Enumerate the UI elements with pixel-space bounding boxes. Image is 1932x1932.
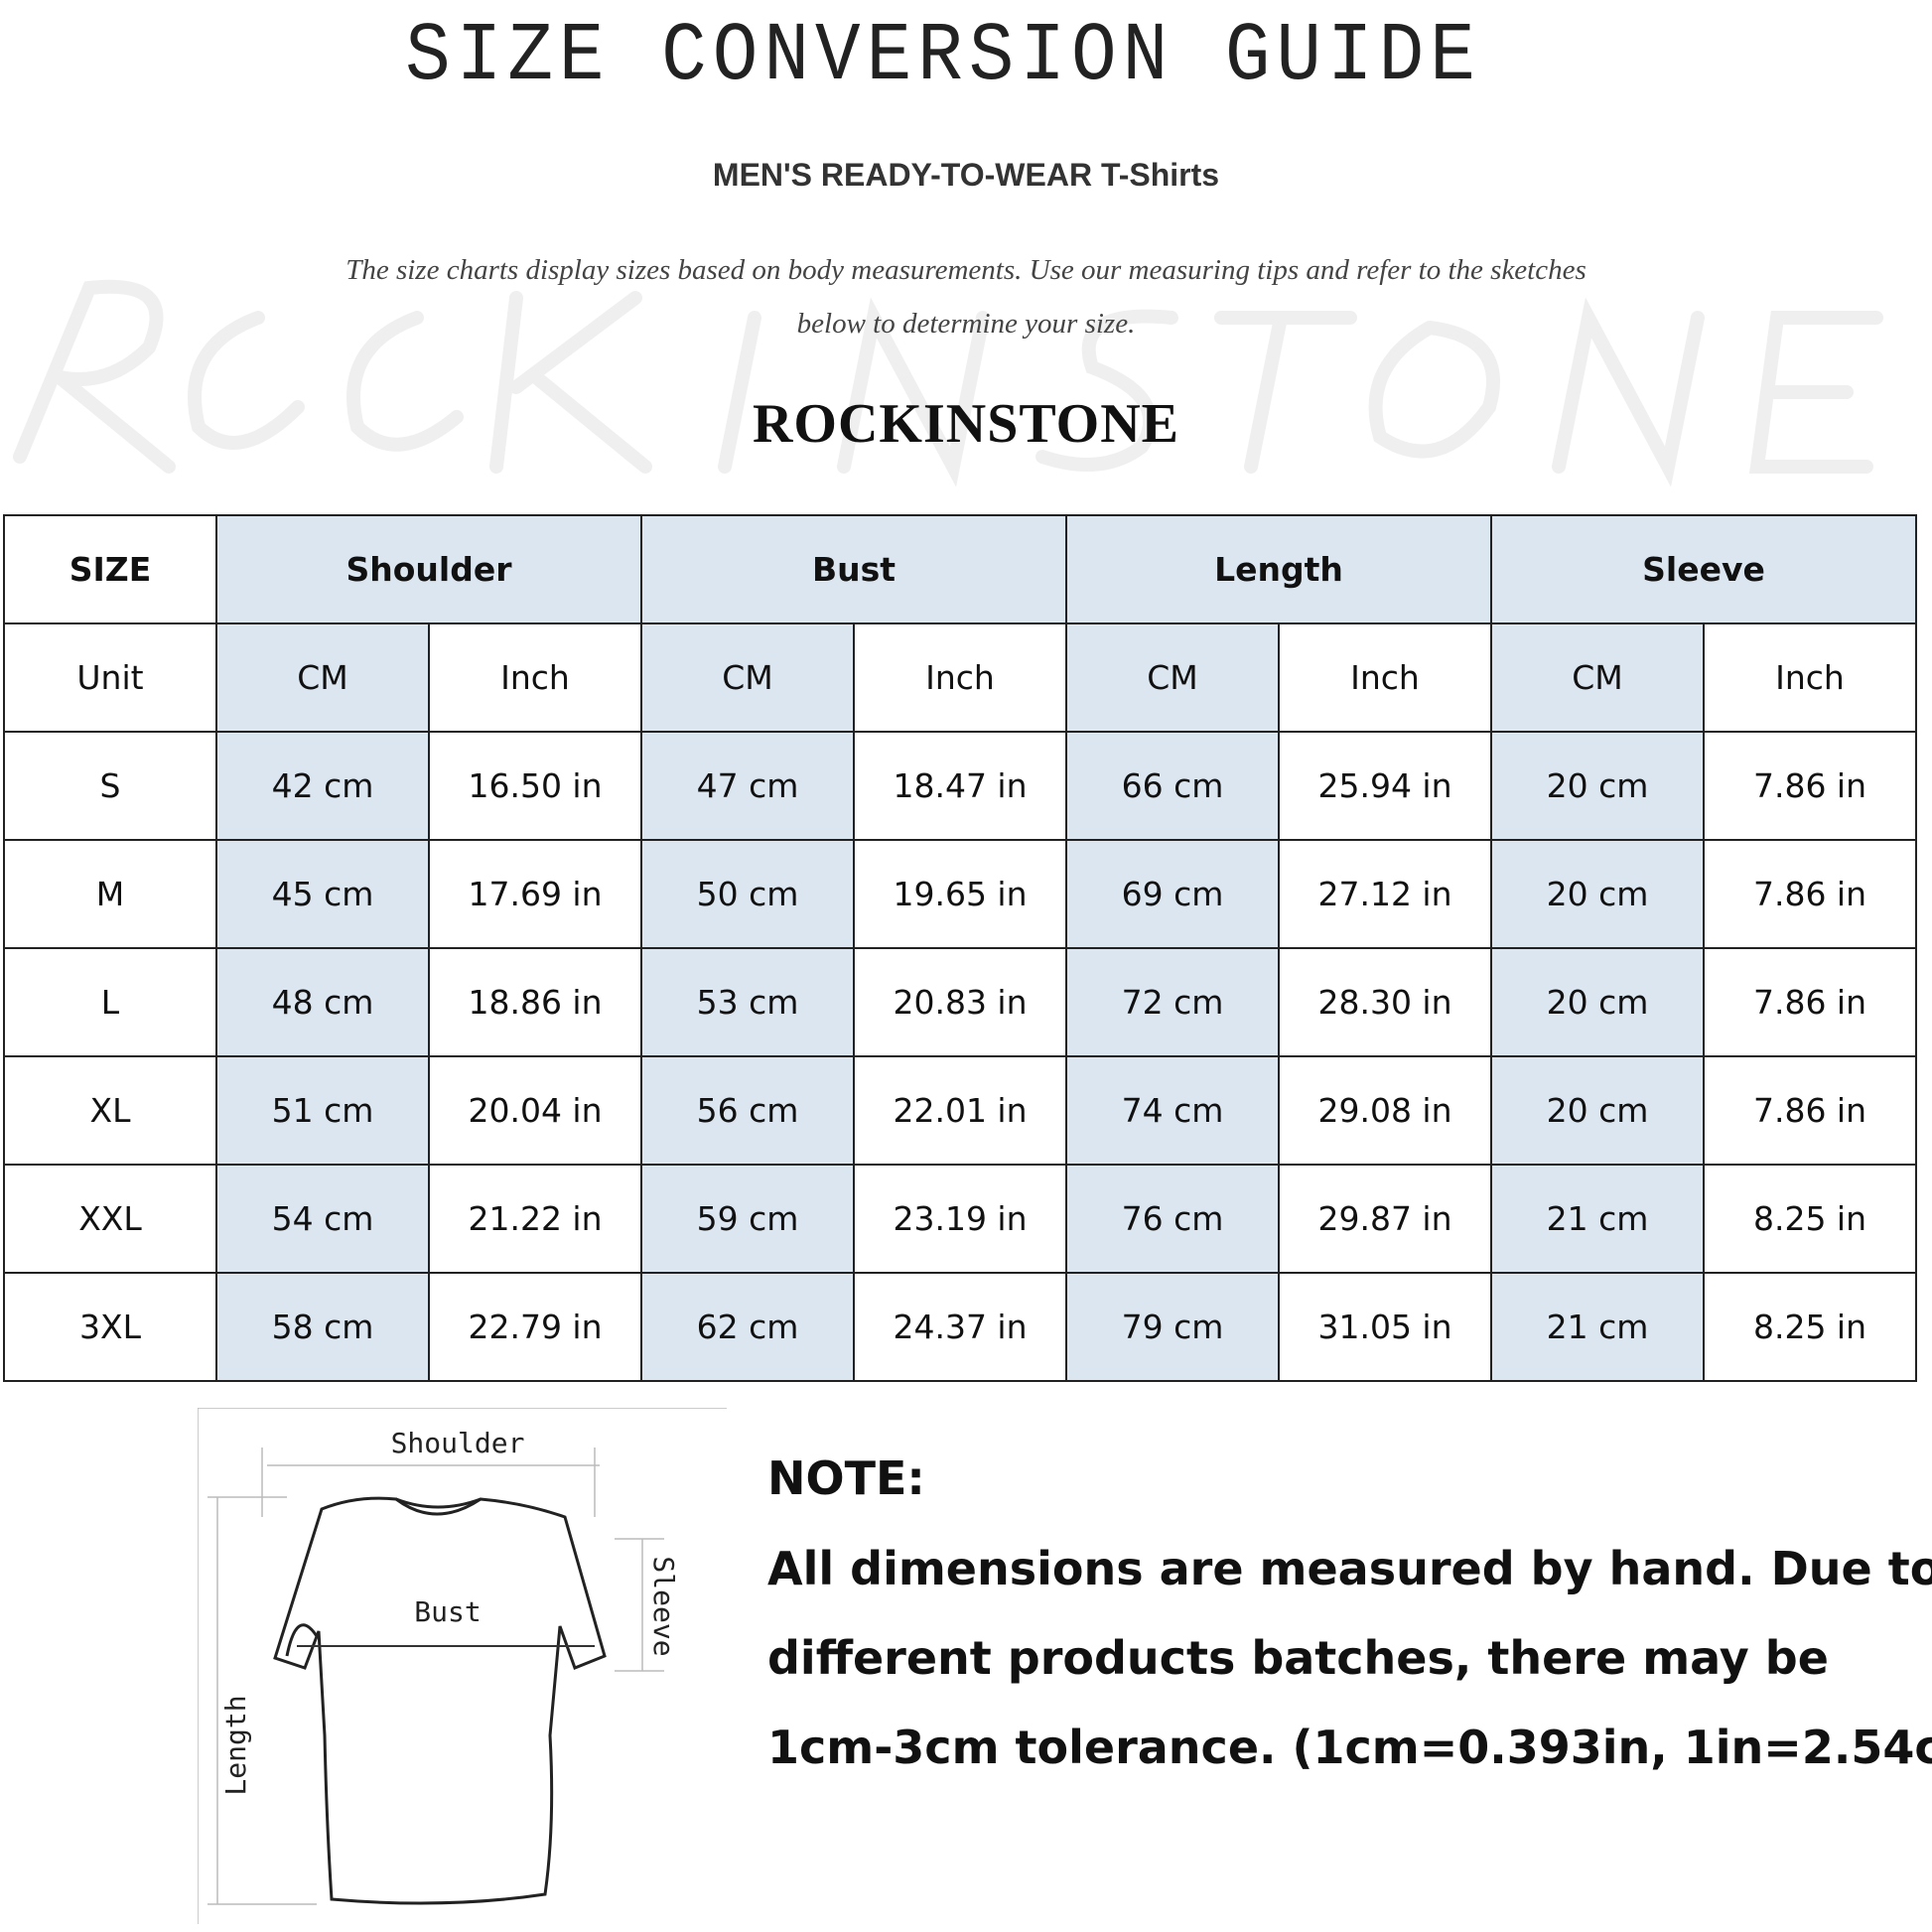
value-cell: 22.79 in [428,1272,642,1382]
value-cell: 7.86 in [1703,1055,1917,1166]
value-cell: 22.01 in [853,1055,1067,1166]
value-cell: 20 cm [1490,731,1705,841]
value-cell: 20.04 in [428,1055,642,1166]
column-group-header: Bust [640,514,1067,624]
value-cell: 50 cm [640,839,855,949]
value-cell: 51 cm [215,1055,430,1166]
value-cell: 24.37 in [853,1272,1067,1382]
bust-label: Bust [414,1595,481,1628]
value-cell: 25.94 in [1278,731,1492,841]
value-cell: 16.50 in [428,731,642,841]
value-cell: 76 cm [1065,1164,1280,1274]
page-title: SIZE CONVERSION GUIDE [405,9,1481,104]
table-row: 3XL 58 cm 22.79 in 62 cm 24.37 in 79 cm 31.05 … [3,1272,1917,1382]
size-table: SIZE Shoulder Bust Length Sleeve Unit CM Inch CM… [3,514,1917,1382]
value-cell: 18.86 in [428,947,642,1057]
value-cell: 23.19 in [853,1164,1067,1274]
column-group-header: Shoulder [215,514,642,624]
unit-label: Unit [3,622,217,733]
value-cell: 53 cm [640,947,855,1057]
value-cell: 45 cm [215,839,430,949]
description-line: The size charts display sizes based on b… [345,254,1587,286]
table-row: XL 51 cm 20.04 in 56 cm 22.01 in 74 cm 29.08 i… [3,1055,1917,1166]
length-label: Length [219,1695,252,1795]
value-cell: 7.86 in [1703,839,1917,949]
value-cell: 29.08 in [1278,1055,1492,1166]
subtitle: MEN'S READY-TO-WEAR T-Shirts [712,157,1220,193]
value-cell: 20.83 in [853,947,1067,1057]
unit-header: CM [640,622,855,733]
value-cell: 21.22 in [428,1164,642,1274]
shoulder-label: Shoulder [391,1427,525,1459]
unit-row: Unit CM Inch CM Inch CM Inch CM Inch [3,622,1917,733]
value-cell: 54 cm [215,1164,430,1274]
header-row: SIZE Shoulder Bust Length Sleeve [3,514,1917,624]
unit-header: Inch [1278,622,1492,733]
value-cell: 58 cm [215,1272,430,1382]
size-cell: 3XL [3,1272,217,1382]
value-cell: 19.65 in [853,839,1067,949]
note-line: All dimensions are measured by hand. Due… [767,1542,1932,1595]
note-heading: NOTE: [767,1451,925,1505]
table-row: S 42 cm 16.50 in 47 cm 18.47 in 66 cm 25.94 in… [3,731,1917,841]
value-cell: 7.86 in [1703,731,1917,841]
unit-header: Inch [1703,622,1917,733]
value-cell: 20 cm [1490,1055,1705,1166]
table-row: L 48 cm 18.86 in 53 cm 20.83 in 72 cm 28.30 in… [3,947,1917,1057]
tshirt-icon [273,1496,607,1905]
value-cell: 7.86 in [1703,947,1917,1057]
value-cell: 21 cm [1490,1164,1705,1274]
unit-header: CM [1490,622,1705,733]
sleeve-label: Sleeve [647,1556,680,1656]
size-cell: XXL [3,1164,217,1274]
unit-header: CM [215,622,430,733]
note-line: 1cm-3cm tolerance. (1cm=0.393in, 1in=2.5… [767,1721,1932,1774]
size-cell: XL [3,1055,217,1166]
value-cell: 21 cm [1490,1272,1705,1382]
description-line: below to determine your size. [796,308,1136,340]
value-cell: 47 cm [640,731,855,841]
value-cell: 69 cm [1065,839,1280,949]
value-cell: 56 cm [640,1055,855,1166]
value-cell: 29.87 in [1278,1164,1492,1274]
size-header: SIZE [3,514,217,624]
tshirt-measurement-diagram: Shoulder Bust Length Sleeve [198,1408,727,1924]
value-cell: 48 cm [215,947,430,1057]
column-group-header: Sleeve [1490,514,1917,624]
column-group-header: Length [1065,514,1492,624]
value-cell: 17.69 in [428,839,642,949]
value-cell: 66 cm [1065,731,1280,841]
value-cell: 62 cm [640,1272,855,1382]
size-cell: L [3,947,217,1057]
value-cell: 27.12 in [1278,839,1492,949]
table-row: XXL 54 cm 21.22 in 59 cm 23.19 in 76 cm 29.87 … [3,1164,1917,1274]
value-cell: 8.25 in [1703,1272,1917,1382]
value-cell: 31.05 in [1278,1272,1492,1382]
size-cell: M [3,839,217,949]
unit-header: CM [1065,622,1280,733]
value-cell: 8.25 in [1703,1164,1917,1274]
value-cell: 20 cm [1490,947,1705,1057]
value-cell: 79 cm [1065,1272,1280,1382]
value-cell: 42 cm [215,731,430,841]
table-row: M 45 cm 17.69 in 50 cm 19.65 in 69 cm 27.12 in… [3,839,1917,949]
unit-header: Inch [428,622,642,733]
value-cell: 59 cm [640,1164,855,1274]
value-cell: 28.30 in [1278,947,1492,1057]
value-cell: 18.47 in [853,731,1067,841]
value-cell: 20 cm [1490,839,1705,949]
size-cell: S [3,731,217,841]
value-cell: 72 cm [1065,947,1280,1057]
note-line: different products batches, there may be [767,1631,1829,1685]
brand-name: ROCKINSTONE [752,393,1180,455]
value-cell: 74 cm [1065,1055,1280,1166]
unit-header: Inch [853,622,1067,733]
watermark [13,279,1883,486]
